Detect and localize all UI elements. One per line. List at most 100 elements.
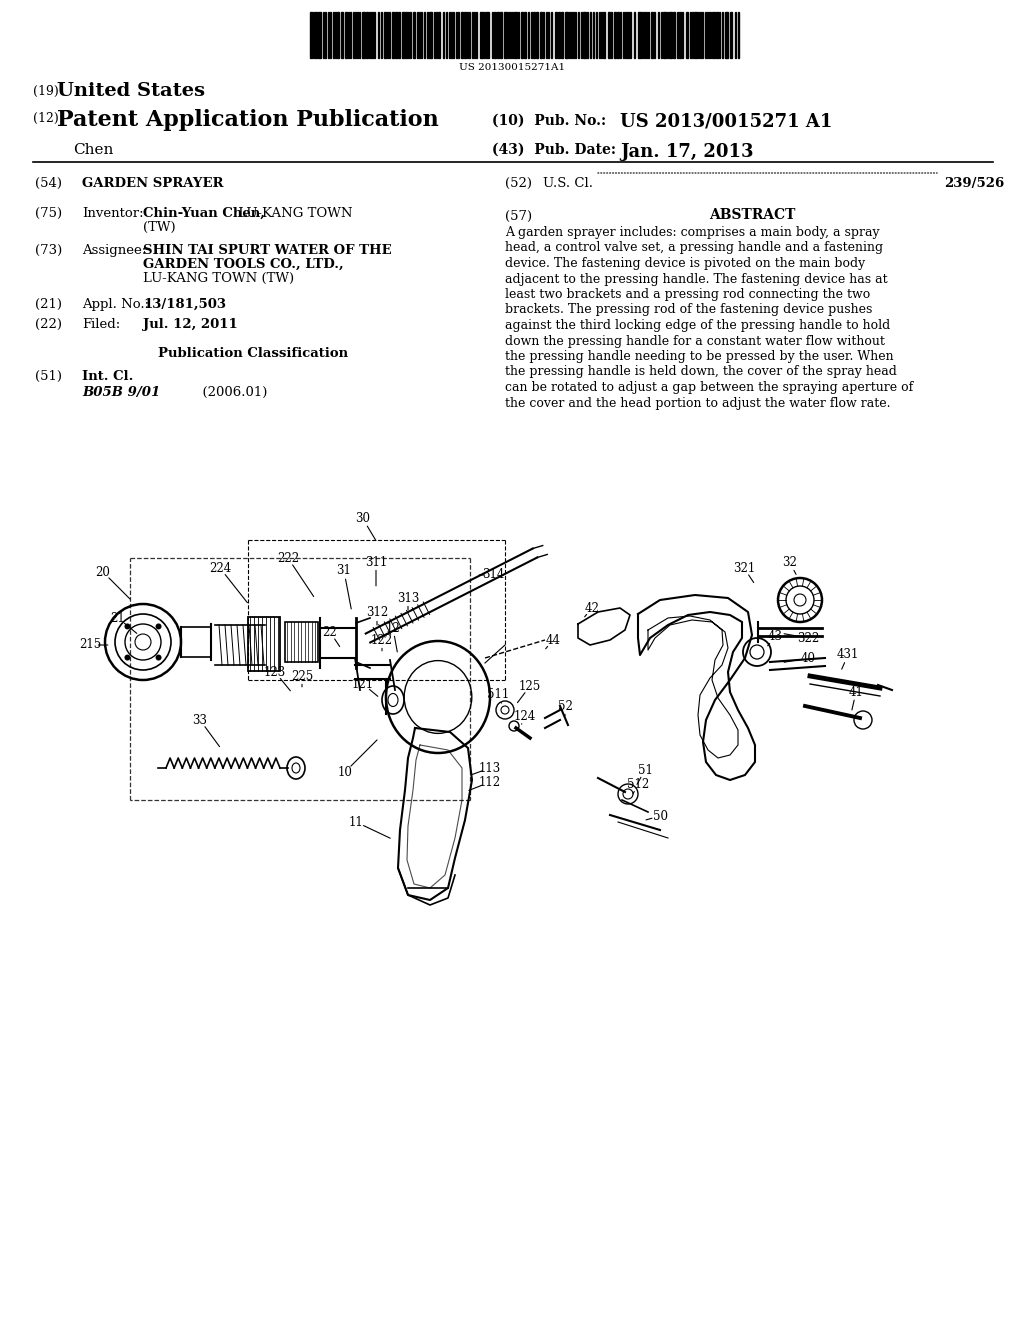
Bar: [337, 12, 339, 58]
Bar: [669, 12, 672, 58]
Bar: [384, 12, 386, 58]
Text: (57): (57): [505, 210, 532, 223]
Bar: [608, 12, 610, 58]
Text: 41: 41: [849, 685, 863, 698]
Bar: [402, 12, 404, 58]
Text: Chin-Yuan Chen,: Chin-Yuan Chen,: [143, 207, 265, 220]
Bar: [318, 12, 321, 58]
Bar: [521, 12, 523, 58]
Text: 52: 52: [557, 700, 572, 713]
Text: 113: 113: [479, 762, 501, 775]
Text: 312: 312: [366, 606, 388, 619]
Text: Publication Classification: Publication Classification: [158, 347, 348, 360]
Bar: [713, 12, 715, 58]
Bar: [673, 12, 675, 58]
Text: brackets. The pressing rod of the fastening device pushes: brackets. The pressing rod of the fasten…: [505, 304, 872, 317]
Bar: [429, 12, 432, 58]
Bar: [558, 12, 560, 58]
Text: 33: 33: [193, 714, 208, 726]
Bar: [534, 12, 535, 58]
Bar: [500, 12, 502, 58]
Text: 50: 50: [652, 809, 668, 822]
Text: Chen: Chen: [73, 143, 114, 157]
Bar: [614, 12, 616, 58]
Text: (54): (54): [35, 177, 62, 190]
Text: (12): (12): [33, 112, 58, 125]
Text: 314: 314: [482, 569, 504, 582]
Text: (21): (21): [35, 298, 62, 312]
Text: 311: 311: [365, 556, 387, 569]
Text: the pressing handle is held down, the cover of the spray head: the pressing handle is held down, the co…: [505, 366, 897, 379]
Text: United States: United States: [57, 82, 205, 100]
Bar: [464, 12, 466, 58]
Bar: [651, 12, 653, 58]
Bar: [480, 12, 483, 58]
Bar: [362, 12, 365, 58]
Bar: [583, 12, 586, 58]
Text: U.S. Cl.: U.S. Cl.: [543, 177, 593, 190]
Bar: [341, 12, 343, 58]
Bar: [461, 12, 463, 58]
Text: 239/526: 239/526: [944, 177, 1005, 190]
Bar: [694, 12, 697, 58]
Text: (10)  Pub. No.:: (10) Pub. No.:: [492, 114, 611, 128]
Bar: [497, 12, 499, 58]
Bar: [679, 12, 681, 58]
Text: 224: 224: [209, 561, 231, 574]
Bar: [398, 12, 400, 58]
Bar: [716, 12, 718, 58]
Bar: [486, 12, 489, 58]
Text: GARDEN TOOLS CO., LTD.,: GARDEN TOOLS CO., LTD.,: [143, 257, 344, 271]
Text: 112: 112: [479, 776, 501, 788]
Text: 20: 20: [95, 565, 111, 578]
Bar: [413, 12, 415, 58]
Text: 512: 512: [627, 777, 649, 791]
Text: SHIN TAI SPURT WATER OF THE: SHIN TAI SPURT WATER OF THE: [143, 244, 391, 257]
Text: 321: 321: [733, 561, 755, 574]
Bar: [617, 12, 618, 58]
Text: A garden sprayer includes: comprises a main body, a spray: A garden sprayer includes: comprises a m…: [505, 226, 880, 239]
Bar: [366, 12, 368, 58]
Bar: [395, 12, 397, 58]
Text: (52): (52): [505, 177, 532, 190]
Text: 123: 123: [264, 665, 286, 678]
Text: down the pressing handle for a constant water flow without: down the pressing handle for a constant …: [505, 334, 885, 347]
Text: 42: 42: [585, 602, 599, 615]
Circle shape: [125, 655, 130, 660]
Text: Int. Cl.: Int. Cl.: [82, 370, 133, 383]
Text: 125: 125: [519, 680, 541, 693]
Text: head, a control valve set, a pressing handle and a fastening: head, a control valve set, a pressing ha…: [505, 242, 883, 255]
Text: (2006.01): (2006.01): [160, 385, 267, 399]
Text: 31: 31: [337, 565, 351, 578]
Text: (73): (73): [35, 244, 62, 257]
Bar: [504, 12, 507, 58]
Text: Filed:: Filed:: [82, 318, 120, 331]
Bar: [345, 12, 347, 58]
Bar: [310, 12, 312, 58]
Text: LU-KANG TOWN (TW): LU-KANG TOWN (TW): [143, 272, 294, 285]
Text: against the third locking edge of the pressing handle to hold: against the third locking edge of the pr…: [505, 319, 890, 333]
Text: (51): (51): [35, 370, 62, 383]
Text: 44: 44: [546, 634, 560, 647]
Bar: [494, 12, 496, 58]
Circle shape: [156, 655, 162, 660]
Bar: [536, 12, 538, 58]
Text: 22: 22: [323, 626, 337, 639]
Bar: [540, 12, 542, 58]
Text: 511: 511: [486, 689, 509, 701]
Bar: [555, 12, 557, 58]
Bar: [627, 12, 629, 58]
Text: (75): (75): [35, 207, 62, 220]
Text: 225: 225: [291, 669, 313, 682]
Text: device. The fastening device is pivoted on the main body: device. The fastening device is pivoted …: [505, 257, 865, 271]
Text: can be rotated to adjust a gap between the spraying aperture of: can be rotated to adjust a gap between t…: [505, 381, 913, 393]
Bar: [514, 12, 517, 58]
Text: Patent Application Publication: Patent Application Publication: [57, 110, 438, 131]
Text: Appl. No.:: Appl. No.:: [82, 298, 150, 312]
Text: 124: 124: [514, 710, 537, 722]
Bar: [248, 616, 280, 671]
Bar: [392, 12, 394, 58]
Bar: [524, 12, 526, 58]
Bar: [603, 12, 605, 58]
Text: US 2013/0015271 A1: US 2013/0015271 A1: [620, 112, 833, 129]
